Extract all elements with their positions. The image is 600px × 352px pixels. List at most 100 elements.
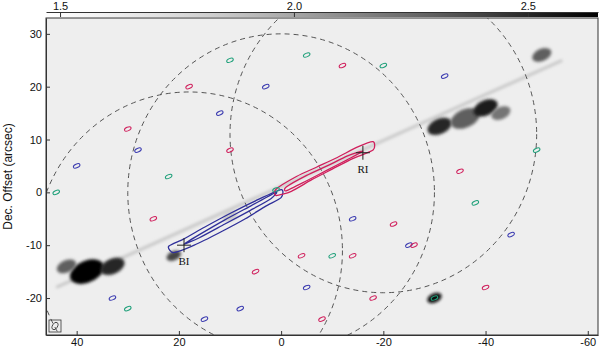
tick-mark <box>179 331 180 335</box>
knot <box>98 254 128 278</box>
marker-arm <box>362 146 363 160</box>
tick-mark <box>588 331 589 335</box>
y-axis-line <box>46 19 47 336</box>
noise-contour <box>533 147 541 153</box>
primary-beam <box>46 92 342 335</box>
tick: 30 <box>30 28 50 40</box>
knot <box>55 257 79 277</box>
noise-contour <box>201 316 209 322</box>
noise-contour <box>441 73 449 79</box>
tick: 0 <box>279 331 285 348</box>
noise-contour <box>185 84 193 90</box>
noise-contour <box>124 126 132 132</box>
tick-label: -10 <box>26 239 42 251</box>
noise-contour <box>456 168 464 174</box>
colorbar-axis: 1.5 2.0 2.5 <box>47 0 599 17</box>
tick-label: -20 <box>376 336 392 348</box>
noise-contour <box>410 242 418 248</box>
tick: -40 <box>478 331 494 348</box>
annotation: BI <box>179 255 190 267</box>
tick-label: -20 <box>26 292 42 304</box>
knot <box>425 114 455 138</box>
tick-label: 30 <box>30 28 42 40</box>
tick: 20 <box>30 81 50 93</box>
tick-label: 2.5 <box>521 0 536 12</box>
noise-contour <box>165 173 173 179</box>
position-marker <box>177 238 191 252</box>
noise-contour <box>303 284 311 290</box>
tick-mark <box>486 331 487 335</box>
contour <box>284 151 362 191</box>
noise-contour <box>134 147 142 153</box>
noise-contour <box>390 221 398 227</box>
tick-mark <box>46 192 50 193</box>
noise-contour <box>379 62 387 68</box>
knot <box>426 291 444 306</box>
noise-contour <box>236 306 244 312</box>
noise-contour <box>303 52 311 58</box>
tick-mark <box>46 87 50 88</box>
primary-beam <box>230 18 537 293</box>
tick-mark <box>46 140 50 141</box>
tick-label: 10 <box>30 134 42 146</box>
plot-area <box>46 18 562 335</box>
noise-contour <box>226 147 234 153</box>
tick: -10 <box>26 239 50 251</box>
noise-contour <box>272 187 280 193</box>
tick: 2.0 <box>287 0 302 17</box>
noise-contour <box>507 232 515 238</box>
knot <box>530 45 554 65</box>
tick: 10 <box>30 134 50 146</box>
beam-box <box>49 320 61 332</box>
noise-contour <box>349 253 357 259</box>
tick-label: 2.0 <box>287 0 302 12</box>
tick-label: 0 <box>279 336 285 348</box>
tick-mark <box>46 298 50 299</box>
tick: -60 <box>580 331 596 348</box>
knot <box>489 103 513 123</box>
noise-contour <box>471 200 479 206</box>
noise-contour <box>328 253 336 259</box>
primary-beam <box>128 34 435 335</box>
noise-contour <box>252 269 260 275</box>
plot-frame <box>46 18 598 335</box>
noise-contour <box>52 189 60 195</box>
x-axis-line <box>47 335 599 336</box>
colorbar-axis-line <box>47 12 599 13</box>
noise-contour <box>262 84 270 90</box>
tick-label: 0 <box>36 186 42 198</box>
noise-contour <box>216 110 224 116</box>
tick-mark <box>294 12 295 17</box>
marker-arm <box>184 238 185 252</box>
x-axis: 40 20 0 -20 -40 -60 <box>47 331 599 348</box>
tick-mark <box>46 34 50 35</box>
tick: 1.5 <box>53 0 68 17</box>
y-axis-title: Dec. Offset (arcsec) <box>1 123 15 229</box>
noise-contour <box>369 295 377 301</box>
noise-contour <box>149 216 157 222</box>
noise-contour <box>482 284 490 290</box>
tick-mark <box>60 12 61 17</box>
y-axis: -20 -10 0 10 20 30 <box>26 19 50 336</box>
tick-mark <box>383 331 384 335</box>
synthesized-beam <box>51 321 59 330</box>
tick: 20 <box>173 331 185 348</box>
tick-mark <box>528 12 529 17</box>
noise-contour <box>73 163 81 169</box>
position-marker <box>356 146 370 160</box>
tick-label: 20 <box>30 81 42 93</box>
tick: 40 <box>71 331 83 348</box>
tick: 0 <box>36 186 50 198</box>
tick-mark <box>77 331 78 335</box>
tick: 2.5 <box>521 0 536 17</box>
tick-mark <box>46 245 50 246</box>
contour <box>184 192 277 244</box>
noise-contour <box>298 253 306 259</box>
chart: BIRI40200-20-40-60-20-100102030Dec. Offs… <box>0 0 600 352</box>
tick-label: 20 <box>173 336 185 348</box>
noise-contour <box>318 316 326 322</box>
tick-mark <box>281 331 282 335</box>
noise-contour <box>124 306 132 312</box>
noise-contour <box>226 57 234 63</box>
noise-contour <box>349 216 357 222</box>
